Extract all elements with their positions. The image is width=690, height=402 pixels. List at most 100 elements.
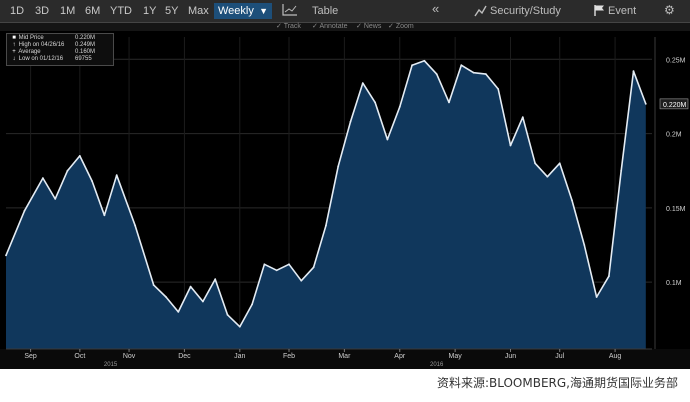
x-tick-label: Nov: [123, 353, 136, 360]
data-point: [460, 64, 463, 67]
data-point: [23, 209, 26, 212]
data-point: [509, 144, 512, 147]
chart-area[interactable]: 0.25M 0.2M 0.15M 0.1M 0.220M Sep Oct Nov Dec Jan F…: [0, 31, 690, 369]
data-point: [5, 254, 7, 257]
legend-label: Low on 01/12/16: [18, 56, 64, 62]
line-chart-icon[interactable]: [282, 3, 298, 20]
legend-label: High on 04/26/16: [18, 42, 65, 48]
x-tick-label: Mar: [338, 353, 351, 360]
y-tick-label: 0.2M: [666, 132, 682, 139]
chart-legend: ■ Mid Price 0.220M ↑ High on 04/26/16 0.…: [6, 33, 114, 66]
data-point: [571, 199, 573, 202]
x-tick-label: Aug: [609, 353, 622, 360]
dropdown-arrow-icon: ▼: [259, 6, 268, 16]
x-year-label: 2015: [104, 362, 118, 368]
data-point: [620, 169, 623, 172]
data-point: [325, 224, 327, 227]
data-point: [534, 162, 536, 165]
data-point: [374, 101, 376, 104]
range-1d-button[interactable]: 1D: [10, 5, 25, 17]
annotate-label: Annotate: [319, 23, 348, 30]
collapse-double-arrow-icon[interactable]: «: [432, 1, 440, 16]
y-tick-label: 0.15M: [666, 206, 686, 213]
data-point: [78, 155, 81, 157]
high-marker-icon: ↑: [12, 42, 16, 48]
flag-icon: [594, 4, 605, 21]
data-point: [398, 105, 401, 108]
legend-value: 0.160M: [75, 49, 96, 55]
data-point: [115, 174, 118, 177]
legend-label: Average: [18, 49, 41, 55]
range-5y-button[interactable]: 5Y: [165, 5, 179, 17]
low-marker-icon: ↓: [12, 56, 16, 62]
x-tick-label: May: [449, 353, 463, 360]
data-point: [238, 325, 241, 328]
series-area: [6, 60, 646, 350]
data-point: [411, 64, 413, 67]
x-tick-label: Jan: [234, 353, 245, 360]
data-point: [632, 70, 635, 73]
data-point: [134, 224, 137, 227]
y-tick-label: 0.1M: [666, 280, 682, 287]
table-button[interactable]: Table: [312, 5, 339, 17]
chart-study-icon: [474, 4, 487, 21]
data-point: [275, 269, 278, 272]
data-point: [608, 275, 610, 278]
data-point: [485, 73, 487, 75]
data-point: [66, 169, 69, 172]
range-1y-button[interactable]: 1Y: [143, 5, 157, 17]
legend-row-high: ↑ High on 04/26/16 0.249M: [11, 42, 111, 49]
data-point: [361, 82, 364, 84]
frequency-label: Weekly: [218, 5, 254, 17]
data-point: [226, 313, 229, 316]
data-point: [54, 198, 57, 200]
legend-row-mid-price: ■ Mid Price 0.220M: [11, 35, 111, 42]
last-value-tag: [659, 98, 689, 110]
data-point: [435, 73, 438, 75]
data-point: [497, 88, 500, 90]
x-tick-label: Jul: [555, 353, 564, 360]
event-button[interactable]: Event: [608, 5, 637, 17]
data-point: [103, 214, 106, 217]
data-point: [595, 296, 598, 298]
range-ytd-button[interactable]: YTD: [110, 5, 132, 17]
range-6m-button[interactable]: 6M: [85, 5, 101, 17]
frequency-select[interactable]: Weekly ▼: [214, 3, 272, 19]
data-point: [386, 138, 389, 141]
data-point: [644, 103, 647, 105]
data-point: [165, 296, 167, 298]
data-point: [558, 162, 561, 165]
data-point: [521, 116, 524, 119]
legend-value: 0.220M: [75, 35, 96, 41]
data-point: [472, 71, 475, 74]
data-point: [349, 120, 352, 123]
last-value-label: 0.220M: [663, 102, 687, 109]
data-point: [448, 101, 450, 104]
data-point: [152, 284, 155, 286]
data-point: [42, 177, 44, 180]
zoom-button[interactable]: ✓ Zoom: [388, 23, 414, 30]
data-point: [312, 266, 315, 269]
legend-value: 69755: [75, 56, 92, 62]
price-chart[interactable]: 0.25M 0.2M 0.15M 0.1M 0.220M Sep Oct Nov Dec Jan F…: [0, 31, 690, 369]
track-label: Track: [283, 23, 301, 30]
track-button[interactable]: ✓ Track: [276, 23, 301, 30]
data-point: [423, 59, 426, 62]
news-button[interactable]: ✓ News: [356, 23, 382, 30]
legend-value: 0.249M: [75, 42, 96, 48]
data-point: [214, 278, 217, 281]
x-tick-label: Feb: [283, 353, 295, 360]
data-point: [189, 285, 192, 288]
range-1m-button[interactable]: 1M: [60, 5, 76, 17]
gear-icon[interactable]: ⚙: [664, 3, 675, 17]
range-max-button[interactable]: Max: [188, 5, 209, 17]
data-point: [177, 311, 180, 313]
range-3d-button[interactable]: 3D: [35, 5, 50, 17]
zoom-label: Zoom: [395, 23, 414, 30]
chart-toolbar: 1D 3D 1M 6M YTD 1Y 5Y Max Weekly ▼ Table…: [0, 0, 690, 23]
annotate-button[interactable]: ✓ Annotate: [312, 23, 348, 30]
security-study-button[interactable]: Security/Study: [490, 5, 561, 17]
data-point: [263, 263, 266, 266]
data-point: [251, 303, 254, 306]
average-marker-icon: +: [12, 49, 16, 55]
